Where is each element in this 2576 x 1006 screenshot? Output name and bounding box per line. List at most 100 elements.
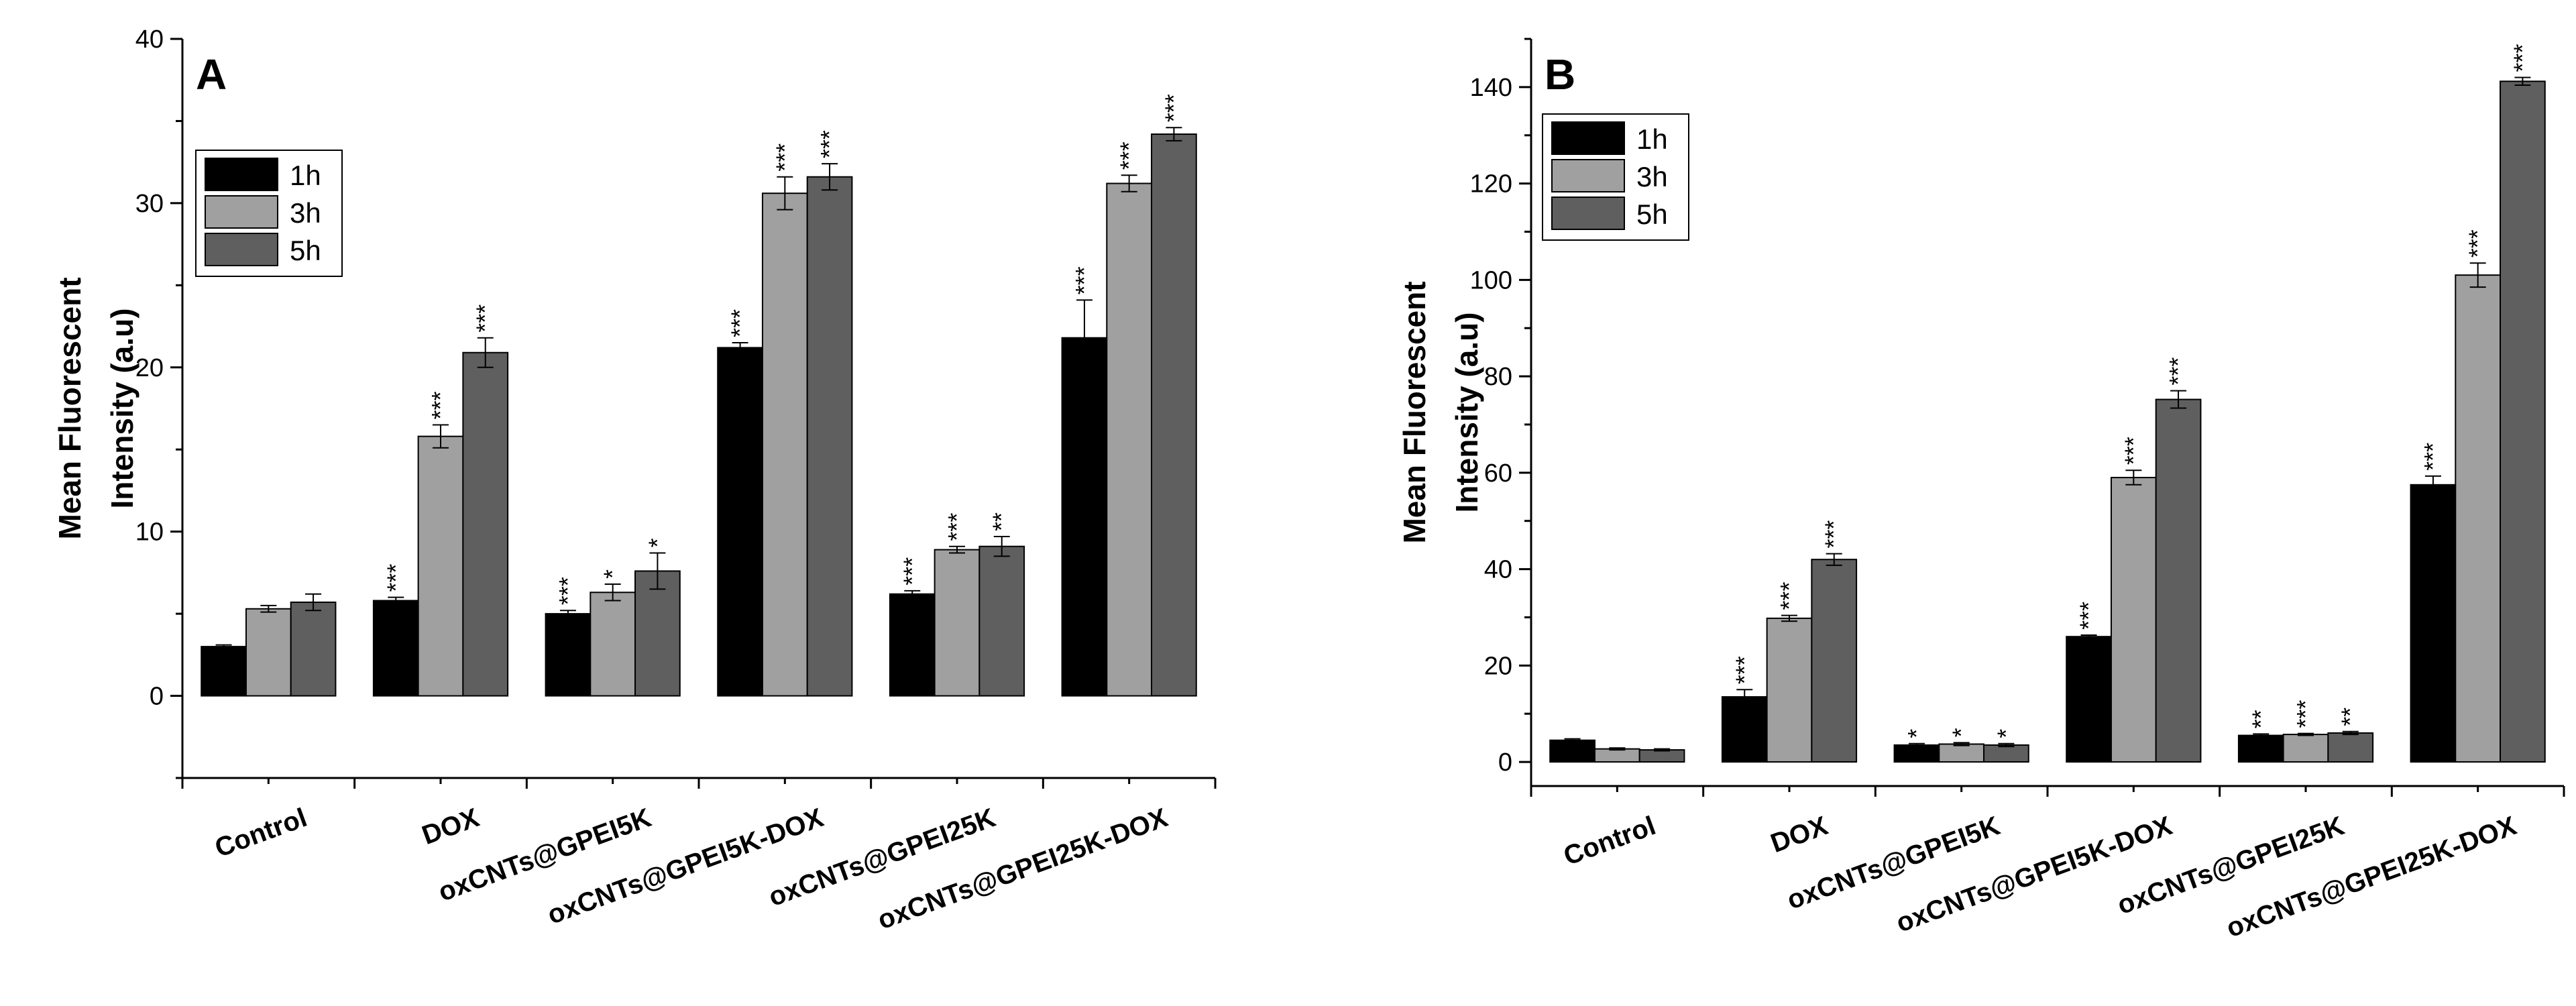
bar xyxy=(590,592,636,697)
y-tick-label: 30 xyxy=(135,190,164,218)
x-category-label: oxCNTs@GPEI25K-DOX xyxy=(874,803,1172,935)
y-tick-label: 20 xyxy=(135,354,164,382)
y-tick-label: 0 xyxy=(150,683,164,711)
legend: 1h 3h 5h xyxy=(1542,113,1689,241)
significance-mark: *** xyxy=(2164,357,2192,386)
y-tick-label: 40 xyxy=(1484,556,1512,584)
bar xyxy=(1638,749,1685,763)
significance-mark: *** xyxy=(943,513,970,541)
bar xyxy=(1721,696,1768,763)
significance-mark: *** xyxy=(471,304,499,333)
bar xyxy=(806,176,853,697)
legend-label: 3h xyxy=(290,197,321,229)
bar xyxy=(934,549,981,697)
bar xyxy=(417,435,464,697)
significance-mark: *** xyxy=(771,144,798,172)
y-axis-label: Mean Fluorescent xyxy=(1397,281,1432,543)
x-category-label: oxCNTs@GPEI25K-DOX xyxy=(2223,811,2520,943)
legend-swatch xyxy=(1551,159,1625,192)
significance-mark: *** xyxy=(1775,582,1803,610)
x-category-label: DOX xyxy=(1767,811,1832,858)
x-category-label: DOX xyxy=(418,803,484,850)
y-tick-label: 0 xyxy=(1498,748,1512,777)
bar xyxy=(717,347,763,697)
significance-mark: * xyxy=(1992,729,2019,738)
y-tick-label: 10 xyxy=(135,518,164,547)
significance-mark: *** xyxy=(816,130,843,158)
bar xyxy=(2500,80,2546,763)
significance-mark: ** xyxy=(2337,708,2364,726)
bar xyxy=(201,646,247,697)
y-tick-label: 140 xyxy=(1470,74,1512,102)
bar xyxy=(2155,398,2202,763)
significance-mark: *** xyxy=(1820,520,1848,549)
y-tick-label: 80 xyxy=(1484,363,1512,391)
bar xyxy=(462,351,509,697)
bar xyxy=(545,613,592,697)
significance-mark: *** xyxy=(2419,443,2447,471)
bar xyxy=(761,192,808,697)
legend-swatch xyxy=(205,195,278,229)
legend-label: 3h xyxy=(1636,161,1668,192)
bar xyxy=(1811,559,1858,763)
bar xyxy=(1061,337,1108,697)
bar xyxy=(245,608,292,697)
significance-mark: *** xyxy=(1160,94,1187,122)
bar xyxy=(1593,748,1640,763)
significance-mark: *** xyxy=(2464,229,2491,258)
x-category-label: Control xyxy=(1560,811,1660,871)
bar xyxy=(978,545,1025,697)
bar xyxy=(372,600,419,697)
significance-mark: * xyxy=(1948,728,1975,737)
significance-mark: *** xyxy=(898,557,926,585)
bar xyxy=(2066,636,2112,763)
bar xyxy=(290,601,337,697)
bar xyxy=(1106,182,1153,697)
panel-letter: A xyxy=(196,50,227,99)
legend: 1h 3h 5h xyxy=(195,150,343,277)
bar xyxy=(1549,739,1595,763)
y-tick-label: 100 xyxy=(1470,266,1512,294)
legend-swatch xyxy=(1551,121,1625,155)
bar xyxy=(2455,274,2502,763)
y-tick-label: 120 xyxy=(1470,170,1512,199)
significance-mark: *** xyxy=(1730,656,1758,684)
x-category-label: oxCNTs@GPEI5K-DOX xyxy=(1893,811,2176,938)
y-axis-label: Mean Fluorescent xyxy=(52,277,87,539)
bar xyxy=(2237,734,2284,763)
legend-swatch xyxy=(1551,197,1625,230)
bar xyxy=(1893,744,1940,763)
significance-mark: *** xyxy=(1070,266,1098,294)
bar xyxy=(2110,477,2157,763)
significance-mark: *** xyxy=(2508,44,2536,72)
legend-label: 5h xyxy=(1636,199,1668,230)
significance-mark: *** xyxy=(554,577,581,605)
legend-label: 5h xyxy=(290,235,321,266)
significance-mark: * xyxy=(643,538,671,547)
significance-mark: *** xyxy=(427,391,454,419)
significance-mark: * xyxy=(1903,729,1930,738)
x-category-label: Control xyxy=(211,803,311,863)
legend-swatch xyxy=(205,158,278,191)
significance-mark: *** xyxy=(726,309,754,337)
x-category-label: oxCNTs@GPEI5K-DOX xyxy=(544,803,828,930)
legend-label: 1h xyxy=(290,160,321,191)
bar xyxy=(2282,734,2329,763)
legend-swatch xyxy=(205,233,278,266)
bar xyxy=(1766,617,1813,763)
significance-mark: ** xyxy=(2247,710,2274,728)
significance-mark: ** xyxy=(988,512,1015,531)
significance-mark: *** xyxy=(2075,602,2103,630)
y-tick-label: 20 xyxy=(1484,652,1512,680)
bar xyxy=(889,593,936,697)
y-tick-label: 60 xyxy=(1484,459,1512,488)
panel-letter: B xyxy=(1545,50,1575,99)
y-tick-label: 40 xyxy=(135,25,164,54)
chart-panel-b: 0 20 40 60 80 100 120 140 Control DOX oxCNTs@GPEI5… xyxy=(1397,38,2565,943)
bar xyxy=(1151,133,1197,697)
bar xyxy=(1983,744,2029,763)
significance-mark: * xyxy=(599,569,626,579)
y-axis-label: Intensity (a.u) xyxy=(1449,312,1484,512)
significance-mark: *** xyxy=(2119,437,2147,465)
